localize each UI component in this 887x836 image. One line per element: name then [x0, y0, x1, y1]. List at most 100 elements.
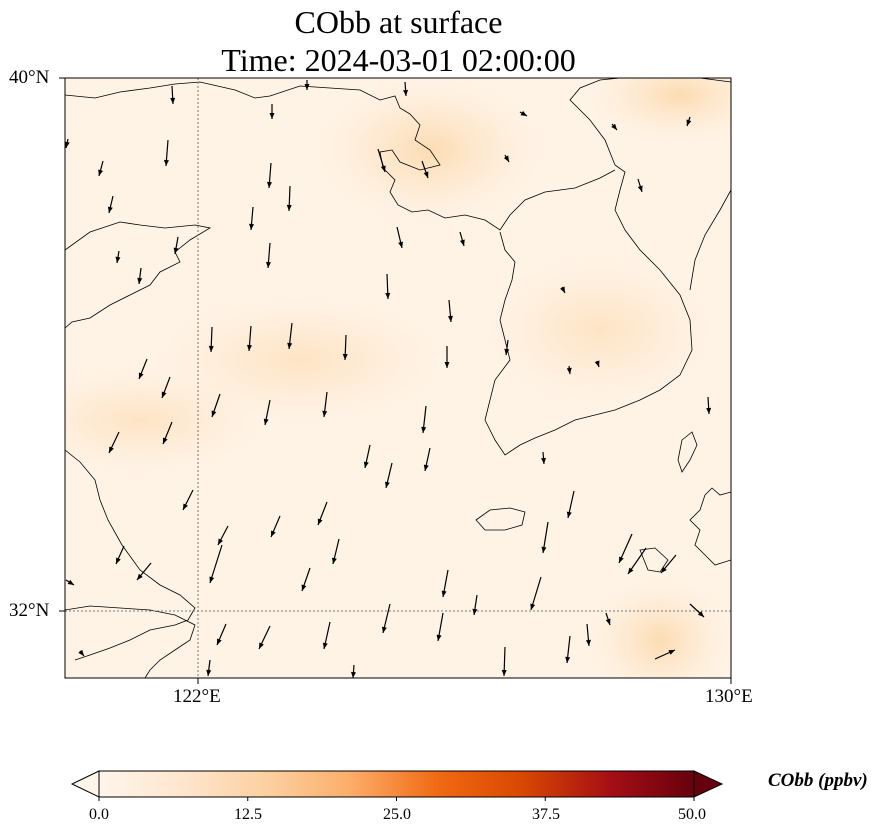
- wind-arrow-head: [137, 277, 143, 284]
- coastline-korea-north: [569, 78, 731, 166]
- colorbar-gradient: [99, 771, 694, 797]
- wind-arrow-head: [263, 418, 269, 425]
- lon-tick-label-130: 130°E: [705, 686, 753, 707]
- wind-arrow-head: [163, 159, 169, 166]
- wind-arrow-head: [170, 97, 176, 104]
- wind-arrow-head: [162, 437, 168, 444]
- wind-arrow-head: [423, 464, 429, 471]
- coastline-north-china: [65, 81, 411, 115]
- wind-arrow-head: [605, 618, 611, 625]
- wind-arrow-head: [246, 344, 252, 351]
- wind-arrow-head: [98, 169, 103, 176]
- wind-arrow-head: [423, 171, 429, 178]
- wind-arrow-head: [218, 538, 224, 545]
- wind-arrow-head: [173, 247, 179, 254]
- wind-arrow-head: [447, 315, 453, 322]
- wind-arrow-head: [322, 642, 328, 649]
- map-title-line1: CObb at surface: [294, 4, 503, 40]
- wind-arrow-head: [317, 518, 323, 525]
- coastline-korea-east: [689, 189, 731, 291]
- wind-arrow-head: [385, 292, 391, 299]
- wind-arrow-head: [637, 185, 643, 192]
- wind-arrow-head: [628, 567, 634, 574]
- wind-arrow-head: [441, 590, 447, 597]
- wind-vectors: [64, 80, 712, 679]
- colorbar-tick-label-2: 25.0: [383, 806, 411, 823]
- wind-arrow-head: [67, 579, 74, 585]
- wind-arrow-head: [109, 446, 114, 453]
- coastline-yangtze: [65, 605, 196, 678]
- wind-arrow-head: [322, 410, 328, 417]
- coastline-liaodong: [379, 113, 616, 231]
- wind-arrow-head: [380, 165, 386, 172]
- wind-arrow-head: [421, 426, 427, 433]
- wind-arrow-head: [611, 123, 617, 130]
- wind-arrow-head: [398, 241, 404, 248]
- wind-arrow-head: [271, 530, 276, 537]
- wind-arrow-head: [706, 407, 712, 414]
- wind-arrow-head: [116, 557, 121, 564]
- wind-arrow-head: [541, 457, 546, 464]
- wind-arrow-head: [501, 669, 507, 676]
- wind-arrow-head: [208, 345, 214, 352]
- wind-arrow-head: [138, 372, 144, 379]
- axis-ticks: [59, 77, 732, 684]
- wind-arrow-head: [206, 669, 212, 676]
- wind-arrow-head: [269, 113, 275, 119]
- wind-arrow-head: [64, 141, 70, 148]
- colorbar-title: CObb (ppbv): [768, 770, 868, 791]
- colorbar: [70, 770, 724, 801]
- colorbar-extend-high: [693, 770, 724, 798]
- wind-arrow-head: [686, 119, 692, 126]
- wind-arrow-head: [661, 566, 667, 573]
- wind-arrow-head: [381, 626, 387, 633]
- wind-arrow-head: [384, 481, 390, 488]
- wind-arrow-head: [209, 576, 215, 583]
- wind-arrow-head: [504, 348, 510, 355]
- wind-arrow-head: [259, 642, 264, 649]
- lat-tick-label-32: 32°N: [9, 600, 50, 621]
- wind-arrow-head: [520, 110, 527, 116]
- wind-arrow-head: [137, 573, 143, 580]
- wind-arrow-head: [668, 650, 675, 655]
- wind-arrow-head: [594, 360, 600, 367]
- wind-arrow-head: [503, 155, 509, 162]
- colorbar-tick-label-4: 50.0: [678, 806, 706, 823]
- jeju-island: [475, 507, 526, 531]
- kyushu-coast: [689, 487, 731, 566]
- lon-tick-label-122: 122°E: [173, 686, 221, 707]
- wind-arrow-head: [436, 634, 442, 641]
- colorbar-tick-label-3: 37.5: [532, 806, 560, 823]
- wind-arrow-head: [331, 557, 337, 564]
- wind-arrow-head: [403, 89, 409, 96]
- wind-arrow-head: [697, 611, 704, 617]
- wind-arrow-head: [217, 638, 222, 645]
- wind-arrow-head: [363, 461, 369, 468]
- wind-arrow-head: [211, 410, 217, 417]
- concentration-field: [65, 78, 731, 678]
- wind-arrow-shaft: [209, 544, 223, 584]
- colorbar-extend-low: [70, 770, 100, 798]
- wind-arrow-head: [266, 181, 272, 188]
- coastline-korea-west: [484, 164, 693, 456]
- wind-arrow-head: [459, 239, 465, 246]
- wind-arrow-head: [350, 671, 356, 678]
- wind-arrow-head: [78, 649, 84, 656]
- wind-arrow-head: [342, 353, 348, 360]
- coastline-misc-1: [639, 547, 669, 573]
- wind-arrow-head: [265, 261, 271, 268]
- coastlines: [65, 78, 731, 678]
- wind-arrow-head: [286, 204, 292, 211]
- wind-arrow-head: [287, 342, 293, 349]
- wind-arrow-head: [565, 656, 571, 663]
- wind-arrow-head: [566, 367, 572, 374]
- wind-arrow-head: [444, 362, 450, 368]
- wind-arrow-head: [619, 556, 624, 563]
- wind-arrow-head: [115, 256, 121, 263]
- gridlines: [65, 78, 731, 678]
- map-frame: [64, 77, 732, 679]
- wind-arrow-head: [541, 546, 547, 553]
- colorbar-tick-label-0: 0.0: [89, 806, 109, 823]
- wind-arrow-head: [472, 608, 478, 615]
